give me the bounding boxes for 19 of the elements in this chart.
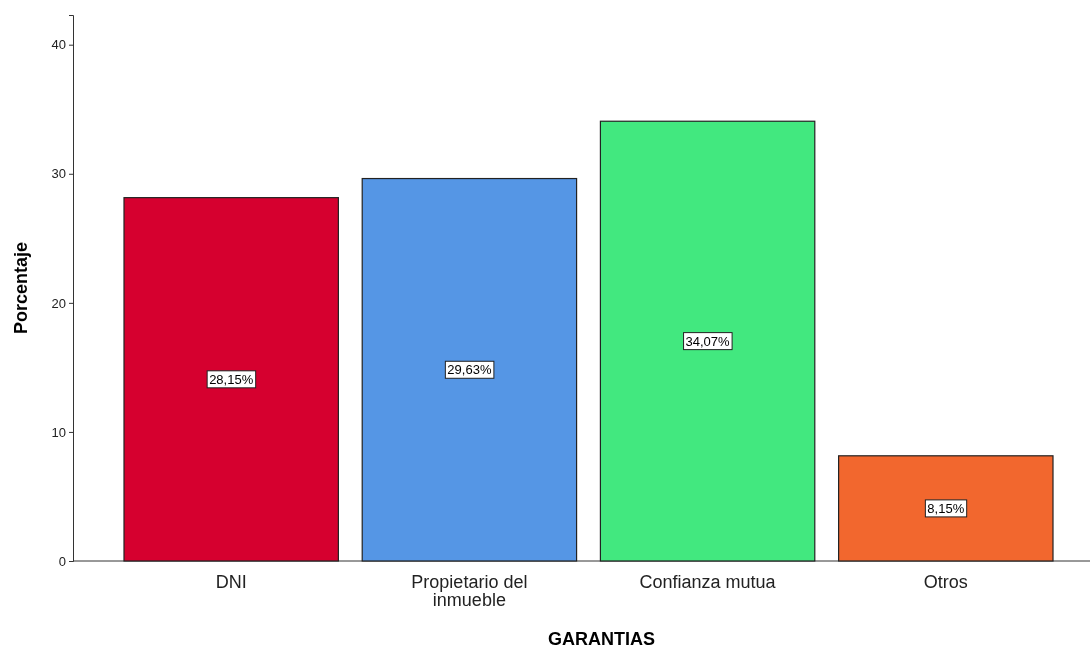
bar xyxy=(838,455,1054,562)
data-label: 28,15% xyxy=(209,371,254,387)
y-tick-label: 20 xyxy=(51,295,66,311)
y-axis-title: Porcentaje xyxy=(11,241,31,335)
x-tick-label: Confianza mutua xyxy=(639,572,777,592)
bar xyxy=(361,177,578,562)
bar xyxy=(599,120,816,562)
data-label: 8,15% xyxy=(927,500,965,516)
y-tick-label: 10 xyxy=(51,424,66,440)
y-tick-label: 40 xyxy=(51,37,66,53)
x-axis-title: GARANTIAS xyxy=(548,629,655,649)
x-tick-label: Otros xyxy=(923,572,968,592)
x-tick-label: DNI xyxy=(215,572,247,592)
y-tick-label: 0 xyxy=(58,553,66,569)
bar xyxy=(123,197,339,562)
data-label: 29,63% xyxy=(447,362,492,378)
data-label: 34,07% xyxy=(685,333,731,349)
x-tick-label: Propietario del inmueble xyxy=(411,572,528,610)
y-tick-label: 30 xyxy=(51,166,66,182)
